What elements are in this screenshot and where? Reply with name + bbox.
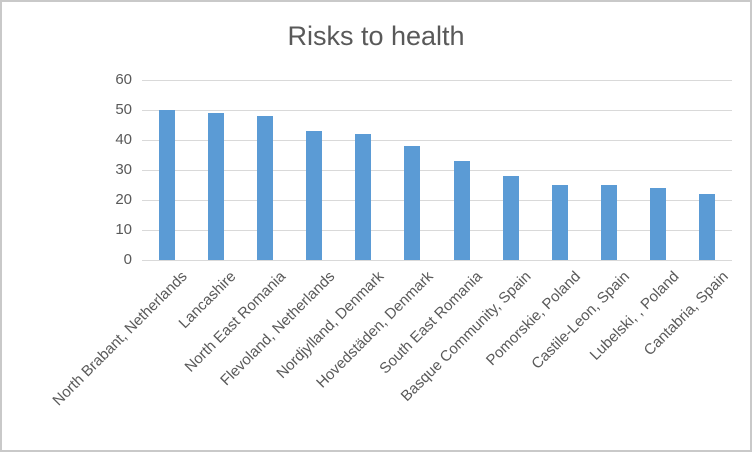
x-tick-label: North East Romania xyxy=(181,268,289,376)
bar-slot xyxy=(634,80,683,260)
bar-slot xyxy=(339,80,388,260)
bar-slot xyxy=(142,80,191,260)
x-tick-label: Nordjylland, Denmark xyxy=(273,268,388,383)
y-tick-label: 40 xyxy=(115,131,132,148)
bar-slot xyxy=(683,80,732,260)
bar-12 xyxy=(699,194,716,260)
x-tick-label: South East Romania xyxy=(376,268,486,378)
bar-9 xyxy=(551,185,568,260)
x-tick-label: Flevoland, Netherlands xyxy=(217,268,339,390)
gridline-y-50 xyxy=(142,110,732,111)
gridline-y-20 xyxy=(142,200,732,201)
bar-slot xyxy=(437,80,486,260)
x-tick-label: Lancashire xyxy=(175,268,240,332)
x-tick-label: Lubelski, , Poland xyxy=(586,268,683,364)
y-tick-label: 10 xyxy=(115,221,132,238)
bar-3 xyxy=(256,116,273,260)
y-tick-label: 60 xyxy=(115,71,132,88)
bar-5 xyxy=(355,134,372,260)
gridline-y-10 xyxy=(142,230,732,231)
bar-7 xyxy=(453,161,470,260)
gridline-y-40 xyxy=(142,140,732,141)
bar-slot xyxy=(486,80,535,260)
bar-slot xyxy=(585,80,634,260)
bar-slot xyxy=(388,80,437,260)
bar-4 xyxy=(306,131,323,260)
x-tick-label: Basque Community, Spain xyxy=(397,268,535,405)
bar-8 xyxy=(502,176,519,260)
bar-1 xyxy=(158,110,175,260)
y-tick-label: 50 xyxy=(115,101,132,118)
bar-11 xyxy=(650,188,667,260)
x-tick-label: Pomorskie, Poland xyxy=(482,268,584,370)
gridline-y-0 xyxy=(142,260,732,261)
gridline-y-30 xyxy=(142,170,732,171)
y-axis-labels: 0 10 20 30 40 50 60 xyxy=(2,71,132,268)
y-tick-label: 0 xyxy=(123,251,132,268)
y-tick-label: 20 xyxy=(115,191,132,208)
chart-title: Risks to health xyxy=(287,21,465,51)
y-tick-label: 30 xyxy=(115,161,132,178)
x-tick-label: Hovedstäden, Denmark xyxy=(312,268,437,392)
bars-container xyxy=(142,80,732,260)
gridline-y-60 xyxy=(142,80,732,81)
plot-area xyxy=(142,80,732,261)
bar-6 xyxy=(404,146,421,260)
bar-slot xyxy=(535,80,584,260)
x-tick-label: Castile-Leon, Spain xyxy=(528,268,634,373)
bar-10 xyxy=(601,185,618,260)
x-tick-label: Cantabria, Spain xyxy=(640,268,732,360)
bar-slot xyxy=(290,80,339,260)
bar-slot xyxy=(191,80,240,260)
bar-2 xyxy=(207,113,224,260)
x-tick-label: North Brabant, Netherlands xyxy=(49,268,191,410)
bar-slot xyxy=(240,80,289,260)
